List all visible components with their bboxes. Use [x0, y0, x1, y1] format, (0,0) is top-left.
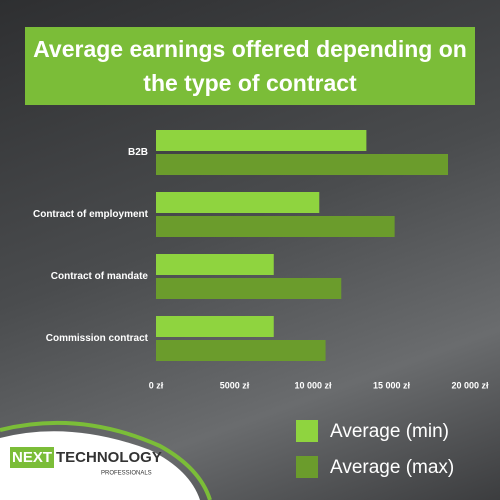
logo-next: NEXT: [12, 449, 52, 466]
logo-curve: [0, 420, 212, 500]
bar: [156, 154, 449, 175]
category-label: Commission contract: [46, 333, 149, 344]
title-box: Average earnings offered depending on th…: [25, 27, 475, 105]
bar: [156, 340, 326, 361]
x-tick-label: 15 000 zł: [373, 380, 411, 390]
legend-swatch: [296, 456, 318, 478]
x-tick-label: 5000 zł: [220, 380, 250, 390]
x-tick-label: 20 000 zł: [451, 380, 489, 390]
bar: [156, 216, 395, 237]
category-label: Contract of mandate: [51, 271, 149, 282]
logo-technology: TECHNOLOGY: [56, 449, 162, 466]
bar: [156, 316, 274, 337]
x-tick-label: 0 zł: [149, 380, 164, 390]
bar: [156, 254, 274, 275]
logo-professionals: PROFESSIONALS: [101, 471, 152, 477]
x-tick-label: 10 000 zł: [294, 380, 332, 390]
bar: [156, 192, 320, 213]
legend-swatch: [296, 420, 318, 442]
legend-label: Average (min): [330, 421, 449, 442]
logo-box: [10, 447, 54, 468]
category-label: Contract of employment: [33, 209, 149, 220]
legend-label: Average (max): [330, 457, 454, 478]
chart-title: Average earnings offered depending on th…: [33, 36, 467, 96]
bar: [156, 130, 367, 151]
bar: [156, 278, 342, 299]
category-label: B2B: [128, 147, 148, 158]
